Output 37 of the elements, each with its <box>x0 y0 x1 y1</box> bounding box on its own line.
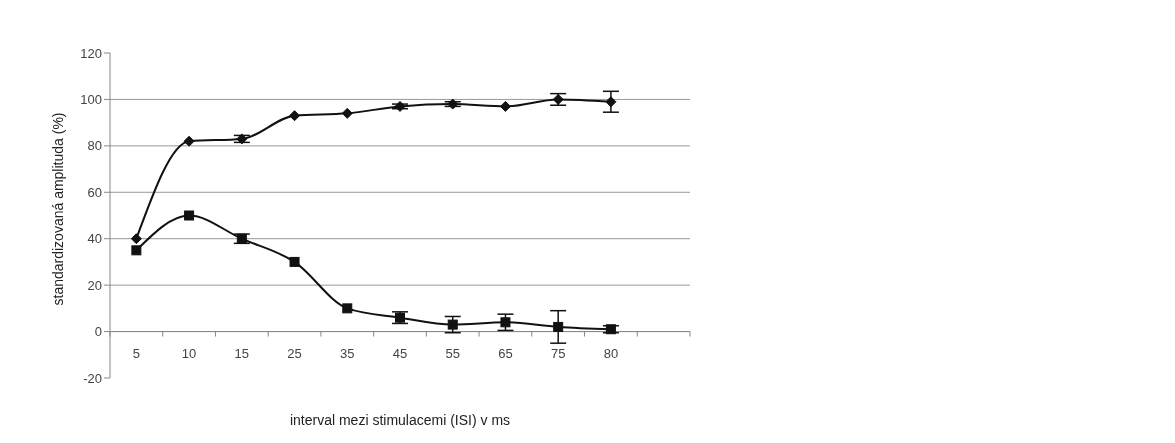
point <box>553 321 564 332</box>
x-axis-title: interval mezi stimulacemi (ISI) v ms <box>289 412 511 428</box>
point <box>605 96 617 108</box>
y-tick-label: -20 <box>83 370 102 386</box>
point <box>395 312 405 323</box>
y-tick-label: 100 <box>80 92 102 108</box>
y-tick-label: 120 <box>80 45 102 61</box>
x-tick-label: 5 <box>132 345 140 361</box>
x-tick-label: 80 <box>603 345 619 361</box>
x-tick-label: 15 <box>234 345 250 361</box>
point <box>131 245 142 256</box>
point <box>341 107 353 119</box>
y-tick-label: 60 <box>87 184 102 200</box>
point <box>342 303 353 314</box>
x-tick-label: 75 <box>550 345 566 361</box>
point <box>447 98 459 110</box>
point <box>447 319 458 330</box>
point <box>184 210 195 221</box>
point <box>183 135 195 147</box>
point <box>289 110 301 122</box>
x-tick-label: 10 <box>181 345 197 361</box>
y-tick-label: 40 <box>87 231 102 247</box>
point <box>236 233 247 244</box>
point <box>605 324 616 335</box>
x-tick-label: 55 <box>445 345 460 361</box>
x-tick-label: 35 <box>340 345 355 361</box>
point <box>499 100 511 112</box>
x-tick-label: 45 <box>392 345 408 361</box>
y-axis-title: standardizovaná amplituda (%) <box>49 112 66 306</box>
point <box>500 317 511 328</box>
point <box>130 233 142 245</box>
y-tick-label: 0 <box>94 324 102 340</box>
point <box>289 256 300 267</box>
y-tick-label: 20 <box>87 277 102 293</box>
y-tick-label: 80 <box>87 138 102 154</box>
x-tick-label: 65 <box>498 345 513 361</box>
x-tick-label: 25 <box>287 345 302 361</box>
